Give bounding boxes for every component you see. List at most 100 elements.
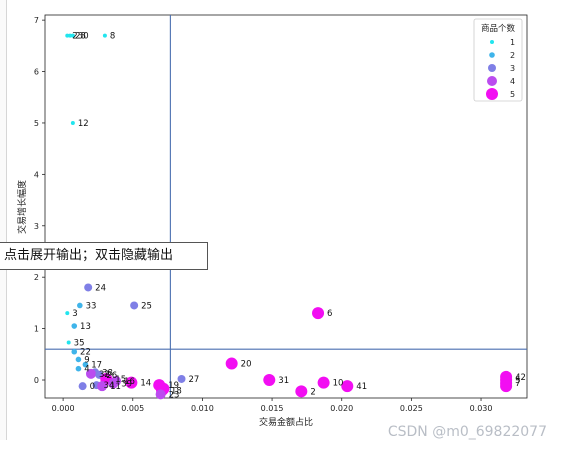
y-axis-ticks: 0 1 2 3 4 5 6 7 — [34, 16, 45, 385]
watermark: CSDN @m0_69822077 — [387, 424, 547, 440]
point-label: 22 — [80, 348, 91, 358]
y-axis-title: 交易增长幅度 — [16, 180, 28, 234]
scatter-point — [82, 361, 89, 368]
legend-label: 4 — [510, 77, 515, 86]
scatter-point — [75, 356, 82, 363]
scatter-point — [97, 381, 108, 392]
point-label: 32 — [99, 370, 110, 380]
point-label: 2 — [310, 387, 315, 397]
legend-title: 商品个数 — [481, 23, 516, 34]
y-tick-label: 7 — [34, 16, 39, 25]
point-label: 16 — [124, 377, 135, 387]
legend-label: 1 — [510, 38, 515, 47]
output-panel-edge — [0, 0, 7, 440]
point-label: 14 — [140, 379, 151, 389]
x-tick-label: 0.015 — [261, 404, 284, 413]
point-label: 12 — [78, 119, 89, 129]
point-label: 11 — [110, 382, 121, 392]
point-label: 35 — [74, 338, 85, 348]
point-label: 13 — [80, 322, 91, 332]
scatter-point — [75, 365, 82, 372]
y-tick-label: 5 — [34, 119, 39, 128]
legend-marker — [486, 88, 498, 100]
legend-label: 5 — [510, 90, 515, 99]
output-toggle-tooltip[interactable]: 点击展开输出；双击隐藏输出 — [0, 242, 208, 270]
scatter-point — [130, 301, 139, 310]
scatter-point — [71, 323, 78, 329]
point-label: 7 — [515, 379, 520, 389]
scatter-point — [500, 380, 513, 393]
point-label: 25 — [141, 301, 152, 311]
x-tick-label: 0.000 — [52, 404, 75, 413]
scatter-point — [295, 385, 308, 398]
y-tick-label: 3 — [34, 222, 39, 231]
scatter-point — [85, 368, 96, 379]
point-label: 0 — [90, 382, 95, 392]
point-label: 39 — [121, 380, 132, 390]
scatter-point — [84, 283, 93, 292]
point-label: 33 — [86, 301, 97, 311]
x-tick-label: 0.010 — [191, 404, 214, 413]
legend-label: 2 — [510, 51, 515, 60]
scatter-point — [125, 376, 138, 389]
point-label: 28 — [75, 32, 86, 42]
point-label: 23 — [169, 390, 180, 400]
x-tick-label: 0.005 — [121, 404, 144, 413]
scatter-point — [71, 348, 78, 355]
y-tick-label: 2 — [34, 273, 39, 282]
scatter-point — [65, 311, 70, 316]
x-axis-title: 交易金额占比 — [259, 416, 313, 428]
legend-marker — [488, 64, 496, 72]
point-label: 26 — [106, 371, 117, 381]
plot-area — [44, 14, 528, 399]
point-label: 6 — [327, 309, 332, 319]
x-tick-label: 0.030 — [470, 404, 493, 413]
point-label: 15 — [115, 375, 126, 385]
point-label: 2 — [72, 32, 77, 42]
scatter-point — [263, 374, 276, 387]
scatter-point — [341, 380, 354, 393]
legend: 商品个数 1 2 3 4 5 — [473, 18, 523, 102]
scatter-point — [68, 33, 73, 38]
legend-label: 3 — [510, 64, 515, 73]
point-label: 41 — [356, 382, 367, 392]
scatter-point — [317, 376, 330, 389]
scatter-point — [70, 33, 75, 38]
y-tick-label: 0 — [34, 376, 39, 385]
point-label: 24 — [95, 283, 106, 293]
legend-marker — [489, 52, 495, 58]
point-label: 18 — [171, 386, 182, 396]
scatter-point — [155, 389, 166, 400]
point-label: 5 — [515, 376, 520, 386]
x-tick-label: 0.020 — [330, 404, 353, 413]
point-label: 34 — [104, 381, 115, 391]
point-label: 30 — [78, 32, 89, 42]
legend-marker — [490, 40, 494, 44]
point-label: 3 — [72, 309, 77, 319]
scatter-point — [225, 357, 238, 370]
y-tick-label: 6 — [34, 68, 39, 77]
point-label: 10 — [333, 379, 344, 389]
scatter-point — [312, 307, 325, 320]
scatter-point — [77, 302, 83, 309]
scatter-point — [108, 378, 119, 389]
scatter-point — [102, 33, 107, 38]
point-label: 38 — [102, 368, 113, 378]
y-tick-label: 4 — [34, 170, 39, 179]
point-label: 4 — [84, 365, 89, 375]
x-axis-ticks: 0.000 0.005 0.010 0.015 0.020 0.025 0.030 — [52, 398, 493, 413]
legend-marker — [487, 76, 497, 86]
scatter-point — [70, 120, 75, 125]
point-label: 27 — [189, 375, 200, 385]
point-label: 19 — [168, 381, 179, 391]
reference-lines — [45, 15, 527, 398]
point-label: 9 — [84, 355, 89, 365]
data-points — [65, 33, 513, 400]
point-label: 20 — [241, 360, 252, 370]
y-tick-label: 1 — [34, 325, 39, 334]
point-label: 31 — [278, 376, 289, 386]
legend-box — [473, 18, 523, 102]
scatter-point — [78, 382, 87, 391]
